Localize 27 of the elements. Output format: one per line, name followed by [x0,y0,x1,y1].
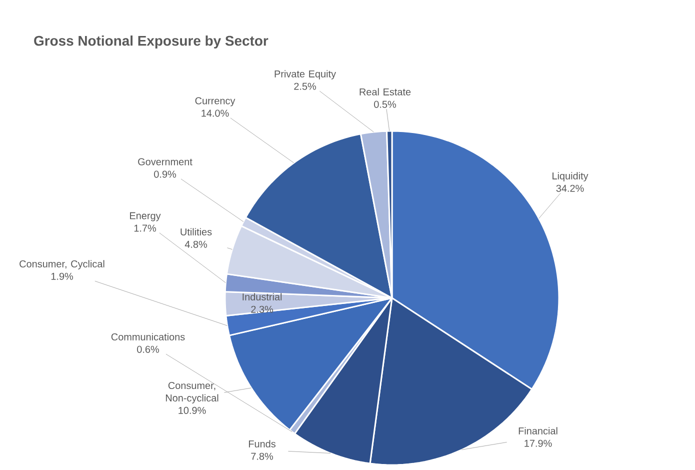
slice-label: Industrial [242,293,282,300]
slice-label: Consumer, Non-cyclical [166,382,218,404]
data-label: 17.9% [524,440,552,447]
data-label: 10.9% [178,406,206,414]
slice-label: Liquidity [552,172,588,182]
slice-label: Consumer, Cyclical [20,260,104,270]
data-label: 7.8% [251,452,274,460]
slice-label: Currency [195,97,236,106]
slice-label: Funds [248,440,276,448]
data-label: 1.7% [134,224,156,232]
data-label: 0.5% [374,100,396,108]
data-label: 0.9% [154,170,176,178]
data-label: 14.0% [202,110,229,117]
data-label: 4.8% [184,240,208,248]
slice-label: Private Equity [274,70,336,80]
slice-label: Utilities [180,228,212,236]
data-label: 0.6% [137,346,160,353]
slice-label: Government [138,158,192,166]
data-label: 2.3% [251,306,274,313]
slice-label: Real Estate [360,88,411,96]
data-label: 34.2% [556,184,584,192]
data-label: 1.9% [51,272,74,280]
slice-label: Financial [518,427,558,434]
data-label: 2.5% [294,82,316,90]
slice-label: Communications [111,333,185,340]
slice-label: Energy [130,212,161,222]
chart-title: Gross Notional Exposure by Sector [34,35,268,48]
